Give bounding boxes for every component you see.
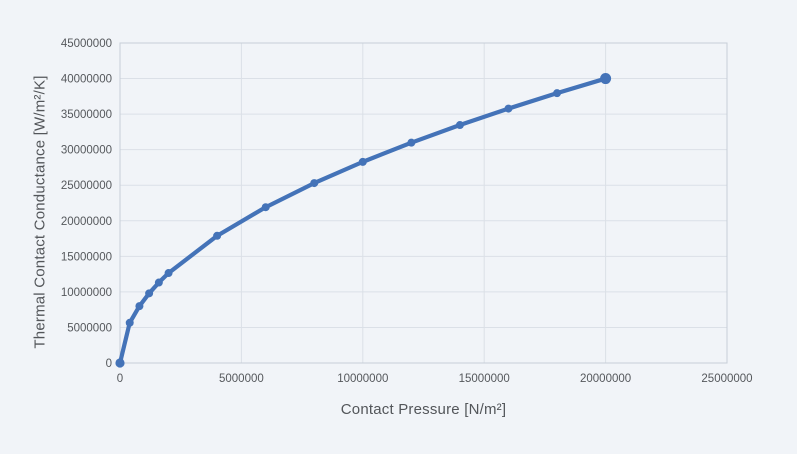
data-point-marker (145, 289, 154, 298)
data-point-marker (125, 318, 134, 327)
y-tick-label: 20000000 (61, 216, 112, 228)
x-tick-label: 5000000 (219, 373, 264, 385)
data-point-marker (455, 121, 464, 130)
data-point-marker (310, 179, 319, 188)
x-tick-label: 15000000 (459, 373, 510, 385)
data-point-marker (135, 302, 144, 311)
plot-border (119, 42, 728, 364)
x-axis-title: Contact Pressure [N/m²] (340, 401, 507, 418)
y-tick-label: 30000000 (61, 145, 112, 157)
data-point-marker (115, 358, 125, 368)
y-tick-label: 15000000 (61, 251, 112, 263)
y-tick-label: 10000000 (61, 287, 112, 299)
y-tick-label: 45000000 (61, 38, 112, 50)
data-point-marker (261, 203, 270, 212)
data-point-marker (164, 269, 173, 278)
x-tick-label: 20000000 (580, 373, 631, 385)
x-tick-label: 10000000 (337, 373, 388, 385)
data-point-marker (553, 89, 562, 98)
data-point-marker (213, 231, 222, 240)
y-tick-label: 35000000 (61, 109, 112, 121)
y-tick-label: 0 (106, 358, 112, 370)
y-axis-title: Thermal Contact Conductance [W/m²/K] (31, 75, 49, 349)
data-point-marker (504, 104, 513, 113)
data-point-marker (358, 157, 367, 166)
y-tick-label: 5000000 (67, 322, 112, 334)
x-tick-label: 25000000 (701, 373, 752, 385)
y-tick-label: 40000000 (61, 74, 112, 86)
data-point-marker (600, 73, 612, 85)
data-point-marker (154, 278, 163, 287)
data-point-marker (407, 138, 416, 147)
x-tick-label: 0 (117, 373, 123, 385)
y-tick-label: 25000000 (61, 180, 112, 192)
